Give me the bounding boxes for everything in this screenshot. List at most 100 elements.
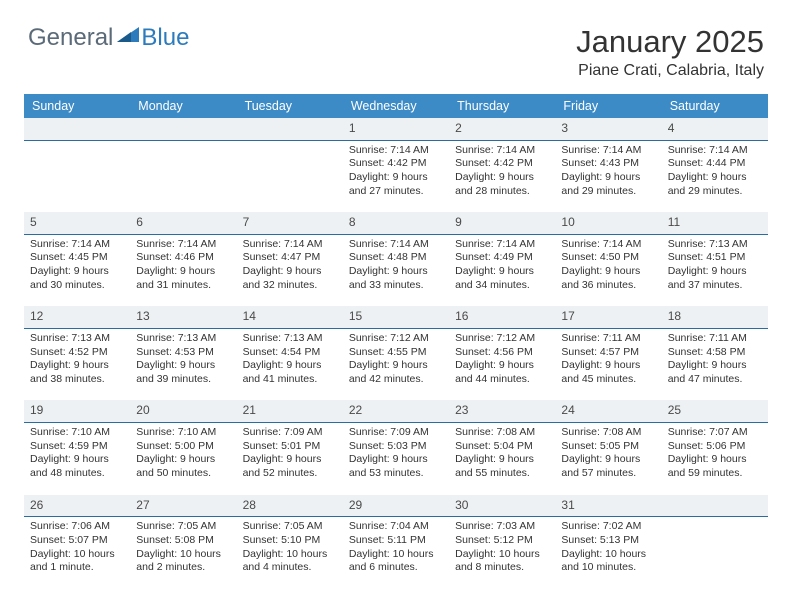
sunrise-line: Sunrise: 7:09 AM <box>243 426 337 440</box>
sunrise-line: Sunrise: 7:11 AM <box>668 332 762 346</box>
sunset-line: Sunset: 4:50 PM <box>561 251 655 265</box>
day-number: 5 <box>24 212 130 234</box>
sunrise-line: Sunrise: 7:13 AM <box>243 332 337 346</box>
daylight-line-1: Daylight: 9 hours <box>349 171 443 185</box>
logo-text-1: General <box>28 24 113 52</box>
daynum-row: 262728293031 <box>24 495 768 518</box>
sunrise-line: Sunrise: 7:10 AM <box>136 426 230 440</box>
day-cell: Sunrise: 7:08 AMSunset: 5:05 PMDaylight:… <box>555 423 661 487</box>
day-number: 28 <box>237 495 343 517</box>
day-header-cell: Tuesday <box>237 94 343 118</box>
daynum-row: 19202122232425 <box>24 400 768 423</box>
daylight-line-1: Daylight: 9 hours <box>349 265 443 279</box>
week-data-row: Sunrise: 7:13 AMSunset: 4:52 PMDaylight:… <box>24 329 768 393</box>
sunset-line: Sunset: 4:42 PM <box>455 157 549 171</box>
sunrise-line: Sunrise: 7:08 AM <box>455 426 549 440</box>
day-cell: Sunrise: 7:14 AMSunset: 4:47 PMDaylight:… <box>237 235 343 299</box>
day-cell: Sunrise: 7:14 AMSunset: 4:49 PMDaylight:… <box>449 235 555 299</box>
sunset-line: Sunset: 5:06 PM <box>668 440 762 454</box>
daylight-line-1: Daylight: 9 hours <box>30 453 124 467</box>
sunrise-line: Sunrise: 7:05 AM <box>136 520 230 534</box>
day-cell: Sunrise: 7:06 AMSunset: 5:07 PMDaylight:… <box>24 517 130 581</box>
day-header-cell: Sunday <box>24 94 130 118</box>
daylight-line-2: and 34 minutes. <box>455 279 549 293</box>
day-cell: Sunrise: 7:05 AMSunset: 5:10 PMDaylight:… <box>237 517 343 581</box>
day-cell-blank <box>24 141 130 205</box>
daylight-line-1: Daylight: 9 hours <box>349 359 443 373</box>
day-number: 8 <box>343 212 449 234</box>
day-number: 11 <box>662 212 768 234</box>
day-cell: Sunrise: 7:11 AMSunset: 4:57 PMDaylight:… <box>555 329 661 393</box>
daylight-line-2: and 27 minutes. <box>349 185 443 199</box>
daylight-line-1: Daylight: 10 hours <box>561 548 655 562</box>
daylight-line-2: and 1 minute. <box>30 561 124 575</box>
sunset-line: Sunset: 4:56 PM <box>455 346 549 360</box>
sunset-line: Sunset: 5:03 PM <box>349 440 443 454</box>
sunrise-line: Sunrise: 7:10 AM <box>30 426 124 440</box>
sunset-line: Sunset: 4:47 PM <box>243 251 337 265</box>
daylight-line-1: Daylight: 9 hours <box>136 453 230 467</box>
daylight-line-1: Daylight: 9 hours <box>455 359 549 373</box>
daylight-line-2: and 6 minutes. <box>349 561 443 575</box>
title-block: January 2025 Piane Crati, Calabria, Ital… <box>576 24 764 80</box>
day-number: 24 <box>555 400 661 422</box>
day-number: 6 <box>130 212 236 234</box>
sunset-line: Sunset: 4:42 PM <box>349 157 443 171</box>
daylight-line-1: Daylight: 9 hours <box>30 359 124 373</box>
logo-text-2: Blue <box>141 24 189 52</box>
day-cell: Sunrise: 7:05 AMSunset: 5:08 PMDaylight:… <box>130 517 236 581</box>
day-number: 20 <box>130 400 236 422</box>
sunrise-line: Sunrise: 7:14 AM <box>561 238 655 252</box>
sunrise-line: Sunrise: 7:14 AM <box>668 144 762 158</box>
day-number: 21 <box>237 400 343 422</box>
daylight-line-1: Daylight: 9 hours <box>668 359 762 373</box>
daylight-line-2: and 36 minutes. <box>561 279 655 293</box>
day-cell: Sunrise: 7:13 AMSunset: 4:52 PMDaylight:… <box>24 329 130 393</box>
sunrise-line: Sunrise: 7:03 AM <box>455 520 549 534</box>
sunset-line: Sunset: 5:10 PM <box>243 534 337 548</box>
daylight-line-2: and 29 minutes. <box>668 185 762 199</box>
daylight-line-1: Daylight: 9 hours <box>561 171 655 185</box>
daylight-line-1: Daylight: 9 hours <box>561 359 655 373</box>
day-number: 27 <box>130 495 236 517</box>
day-cell: Sunrise: 7:09 AMSunset: 5:01 PMDaylight:… <box>237 423 343 487</box>
day-number: 10 <box>555 212 661 234</box>
sunrise-line: Sunrise: 7:14 AM <box>349 144 443 158</box>
sunset-line: Sunset: 4:53 PM <box>136 346 230 360</box>
sunset-line: Sunset: 5:13 PM <box>561 534 655 548</box>
day-number: 15 <box>343 306 449 328</box>
daylight-line-1: Daylight: 9 hours <box>136 359 230 373</box>
week-data-row: Sunrise: 7:10 AMSunset: 4:59 PMDaylight:… <box>24 423 768 487</box>
day-cell: Sunrise: 7:14 AMSunset: 4:50 PMDaylight:… <box>555 235 661 299</box>
sunrise-line: Sunrise: 7:12 AM <box>455 332 549 346</box>
day-number: 26 <box>24 495 130 517</box>
day-cell: Sunrise: 7:07 AMSunset: 5:06 PMDaylight:… <box>662 423 768 487</box>
week-data-row: Sunrise: 7:06 AMSunset: 5:07 PMDaylight:… <box>24 517 768 581</box>
day-cell: Sunrise: 7:14 AMSunset: 4:48 PMDaylight:… <box>343 235 449 299</box>
sunset-line: Sunset: 5:01 PM <box>243 440 337 454</box>
sunset-line: Sunset: 4:58 PM <box>668 346 762 360</box>
sunset-line: Sunset: 4:49 PM <box>455 251 549 265</box>
day-cell: Sunrise: 7:09 AMSunset: 5:03 PMDaylight:… <box>343 423 449 487</box>
day-cell: Sunrise: 7:02 AMSunset: 5:13 PMDaylight:… <box>555 517 661 581</box>
day-number: 1 <box>343 118 449 140</box>
sunrise-line: Sunrise: 7:14 AM <box>243 238 337 252</box>
day-cell: Sunrise: 7:13 AMSunset: 4:53 PMDaylight:… <box>130 329 236 393</box>
day-cell: Sunrise: 7:10 AMSunset: 5:00 PMDaylight:… <box>130 423 236 487</box>
day-cell: Sunrise: 7:14 AMSunset: 4:42 PMDaylight:… <box>343 141 449 205</box>
daylight-line-1: Daylight: 9 hours <box>668 171 762 185</box>
daylight-line-1: Daylight: 10 hours <box>30 548 124 562</box>
sunset-line: Sunset: 5:07 PM <box>30 534 124 548</box>
day-number: 30 <box>449 495 555 517</box>
daylight-line-1: Daylight: 9 hours <box>243 265 337 279</box>
sunrise-line: Sunrise: 7:13 AM <box>136 332 230 346</box>
day-number: 2 <box>449 118 555 140</box>
daylight-line-1: Daylight: 9 hours <box>561 453 655 467</box>
sunrise-line: Sunrise: 7:14 AM <box>455 144 549 158</box>
sunset-line: Sunset: 4:51 PM <box>668 251 762 265</box>
day-number: 19 <box>24 400 130 422</box>
day-blank <box>24 118 130 140</box>
sunset-line: Sunset: 4:54 PM <box>243 346 337 360</box>
daylight-line-2: and 50 minutes. <box>136 467 230 481</box>
daylight-line-2: and 28 minutes. <box>455 185 549 199</box>
